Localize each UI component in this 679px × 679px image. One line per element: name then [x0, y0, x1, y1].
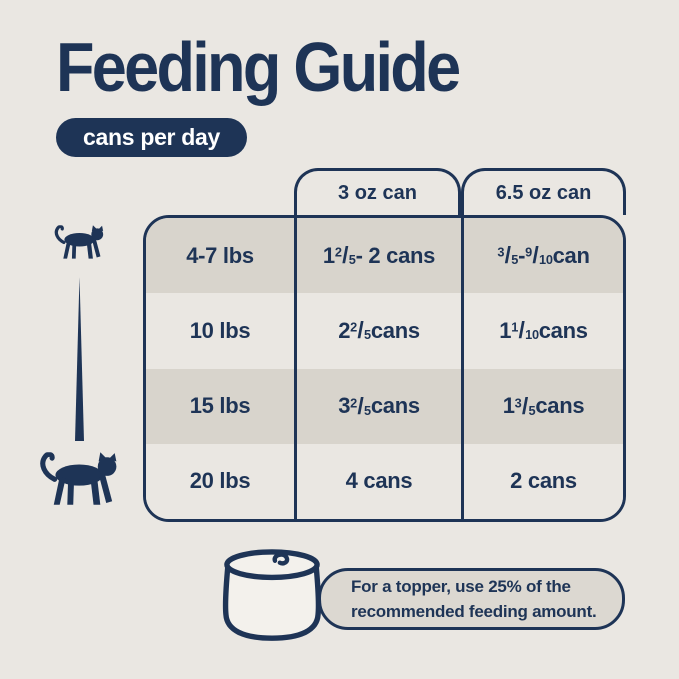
large-can-cell: 1 1/10 cans [461, 293, 623, 369]
page-title: Feeding Guide [56, 28, 461, 106]
weight-cell: 4-7 lbs [186, 242, 254, 268]
weight-cell: 10 lbs [189, 317, 251, 343]
small-can-cell: 2 2/5 cans [294, 293, 461, 369]
table-row: 10 lbs 2 2/5 cans 1 1/10 cans [146, 293, 623, 369]
column-header-label: 6.5 oz can [495, 181, 592, 204]
small-can-cell: 3 2/5 cans [294, 368, 461, 444]
table-row: 4-7 lbs 1 2/5 - 2 cans 3/5 - 9/10 can [146, 218, 623, 294]
large-can-cell: 1 3/5 cans [461, 368, 623, 444]
small-can-cell: 1 2/5 - 2 cans [294, 218, 461, 294]
table-row: 15 lbs 3 2/5 cans 1 3/5 cans [146, 368, 623, 444]
weight-cell: 20 lbs [189, 468, 251, 494]
cans-per-day-badge: cans per day [56, 118, 248, 157]
table-row: 20 lbs 4 cans 2 cans [146, 443, 623, 519]
feeding-table: 4-7 lbs 1 2/5 - 2 cans 3/5 - 9/10 can 10 lb… [143, 215, 626, 522]
small-cat-icon [52, 225, 108, 262]
topper-note-line2: recommended feeding amount. [351, 602, 597, 621]
column-header-3oz-can: 3 oz can [294, 168, 461, 215]
topper-note-line1: For a topper, use 25% of the [351, 577, 571, 596]
can-icon [222, 549, 322, 641]
large-can-cell: 2 cans [461, 443, 623, 519]
topper-note: For a topper, use 25% of the recommended… [318, 568, 625, 630]
badge-label: cans per day [83, 124, 221, 150]
column-header-6-5oz-can: 6.5 oz can [461, 168, 626, 215]
size-scale-wedge-icon [75, 277, 84, 441]
column-header-label: 3 oz can [338, 181, 417, 204]
large-can-cell: 3/5 - 9/10 can [461, 218, 623, 294]
large-cat-icon [36, 452, 124, 510]
small-can-cell: 4 cans [294, 443, 461, 519]
weight-cell: 15 lbs [189, 393, 251, 419]
